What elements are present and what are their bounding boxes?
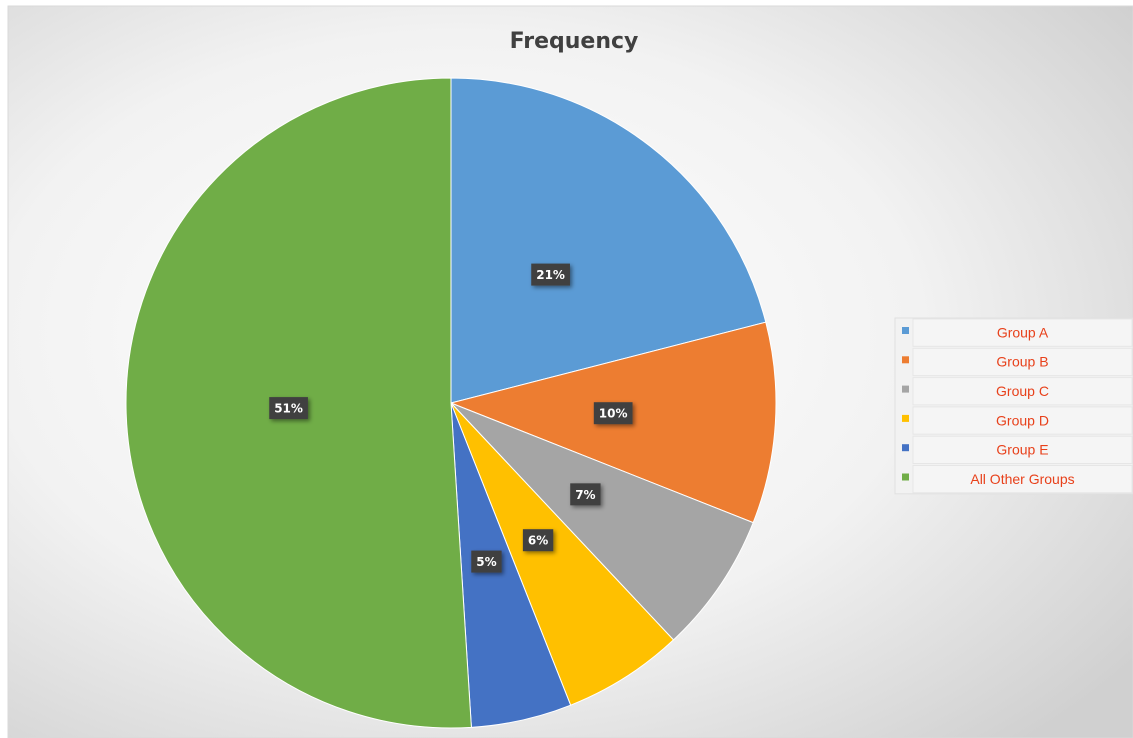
data-label-text: 51% xyxy=(274,402,303,416)
legend xyxy=(894,317,1133,495)
data-label: 10% xyxy=(593,402,633,425)
pie-slice xyxy=(450,77,767,404)
pie-slice xyxy=(450,402,754,641)
data-label: 21% xyxy=(531,263,570,286)
legend-label: Group A xyxy=(997,324,1049,340)
legend-swatch xyxy=(902,473,909,481)
legend-cell xyxy=(912,318,1133,347)
legend-swatch xyxy=(902,356,909,364)
data-label: 5% xyxy=(471,550,502,573)
data-label-text: 7% xyxy=(575,488,595,502)
data-label-box xyxy=(593,402,633,425)
legend-swatch xyxy=(902,444,909,452)
data-label-text: 6% xyxy=(528,534,548,548)
data-label: 7% xyxy=(570,483,601,506)
chart-title: Frequency xyxy=(510,29,639,54)
data-label-box xyxy=(269,397,308,420)
legend-label: Group C xyxy=(996,383,1049,399)
legend-swatch xyxy=(902,385,909,393)
pie-slice xyxy=(450,402,675,706)
data-label-text: 10% xyxy=(599,407,628,421)
legend-label: Group D xyxy=(996,412,1049,428)
data-label: 51% xyxy=(269,397,308,420)
legend-swatch xyxy=(902,327,909,334)
data-label-box xyxy=(522,529,554,552)
legend-cell xyxy=(912,377,1133,406)
data-label-box xyxy=(471,550,502,573)
legend-cell xyxy=(912,465,1133,494)
legend-cell xyxy=(912,435,1133,465)
legend-label: All Other Groups xyxy=(970,471,1074,487)
data-label-text: 21% xyxy=(536,268,565,282)
data-label-box xyxy=(570,483,601,506)
legend-cell xyxy=(912,406,1133,435)
data-label-box xyxy=(531,263,570,286)
legend-swatch xyxy=(902,414,909,422)
data-label: 6% xyxy=(522,529,554,552)
legend-label: Group B xyxy=(996,354,1048,370)
legend-label: Group E xyxy=(996,442,1048,458)
legend-cell xyxy=(912,347,1133,377)
data-label-text: 5% xyxy=(476,555,496,569)
